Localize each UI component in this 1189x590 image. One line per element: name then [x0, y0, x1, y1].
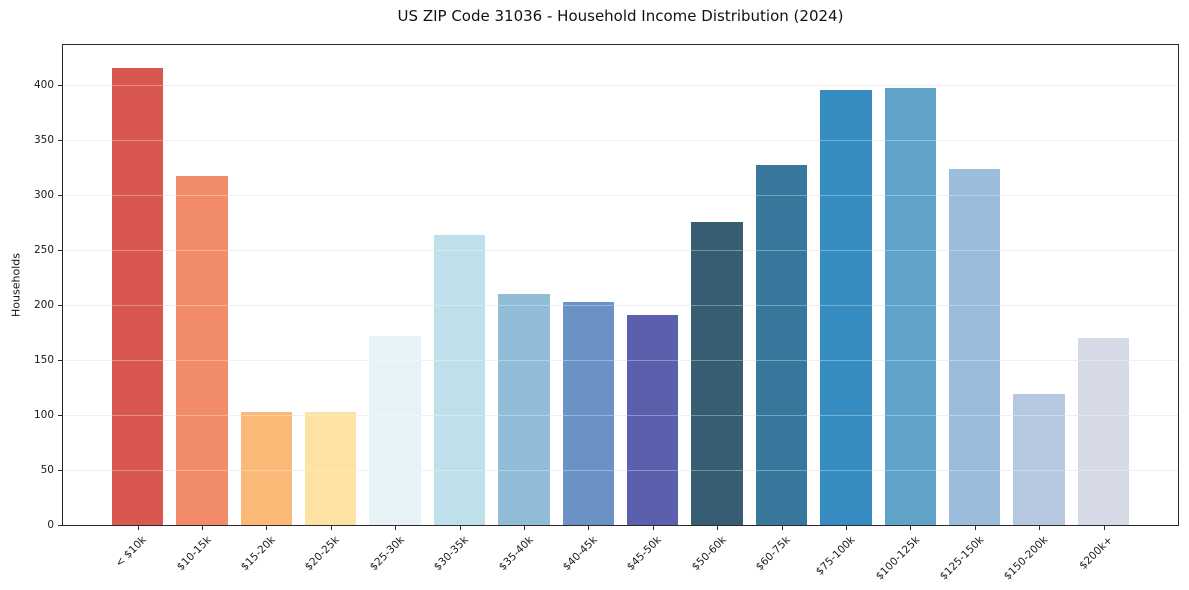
x-tick-mark	[974, 526, 976, 530]
gridline-overlay-y300	[63, 194, 1178, 196]
x-tick-label: $100-125k	[873, 534, 922, 583]
bar-7	[498, 293, 550, 525]
y-tick-mark	[58, 304, 62, 306]
x-tick-mark	[588, 526, 590, 530]
x-tick-label: $45-50k	[625, 534, 665, 574]
y-tick-mark	[58, 469, 62, 471]
x-tick-mark	[1103, 526, 1105, 530]
y-tick-mark	[58, 359, 62, 361]
x-tick-label: $150-200k	[1002, 534, 1051, 583]
y-tick-label: 200	[33, 298, 54, 311]
y-tick-mark	[58, 84, 62, 86]
gridline-overlay-y50	[63, 469, 1178, 471]
x-tick-mark	[201, 526, 203, 530]
bar-2	[176, 176, 228, 525]
y-axis-label: Households	[9, 253, 23, 317]
bar-16	[1077, 337, 1130, 525]
bar-12	[820, 90, 872, 525]
y-tick-mark	[58, 414, 62, 416]
x-tick-label: $30-35k	[431, 534, 471, 574]
y-tick-label: 300	[33, 188, 54, 201]
x-tick-label: $20-25k	[303, 534, 343, 574]
y-tick-label: 0	[47, 519, 54, 531]
x-tick-mark	[845, 526, 847, 530]
x-tick-label: $125-150k	[937, 534, 987, 583]
bar-4	[304, 411, 357, 525]
y-tick-label: 150	[33, 353, 54, 366]
x-tick-mark	[459, 526, 461, 530]
x-tick-label: $25-30k	[367, 534, 407, 574]
bar-14	[948, 169, 1001, 525]
bar-3	[240, 411, 293, 525]
x-tick-label: < $10k	[113, 534, 149, 570]
x-tick-mark	[523, 526, 525, 530]
gridline-overlay-y100	[63, 414, 1178, 416]
bar-9	[626, 314, 679, 525]
bar-13	[884, 87, 937, 525]
x-tick-mark	[395, 526, 397, 530]
y-tick-label: 350	[33, 133, 54, 146]
x-tick-mark	[266, 526, 268, 530]
bar-11	[755, 165, 808, 525]
x-tick-label: $15-20k	[238, 534, 278, 574]
x-tick-mark	[781, 526, 783, 530]
x-tick-mark	[717, 526, 719, 530]
y-tick-mark	[58, 249, 62, 251]
gridline-y50	[63, 469, 1178, 471]
x-tick-label: $75-100k	[813, 534, 858, 578]
gridline-y150	[63, 359, 1178, 361]
bar-8	[562, 301, 615, 525]
gridline-y350	[63, 139, 1178, 141]
plot-area: 0 50 100 150 200 250 300 350 400 < $10k $10-15k $15…	[34, 44, 1179, 583]
x-tick-mark	[330, 526, 332, 530]
gridline-y250	[63, 249, 1178, 251]
bar-15	[1013, 394, 1065, 525]
gridline-y400	[63, 84, 1178, 86]
gridline-y200	[63, 304, 1178, 306]
y-tick-label: 50	[40, 463, 54, 476]
y-tick-mark	[58, 525, 62, 526]
gridline-overlay-y200	[63, 304, 1178, 306]
x-tick-label: $10-15k	[174, 534, 214, 574]
y-tick-label: 400	[33, 78, 54, 91]
y-tick-mark	[58, 139, 62, 141]
bar-1	[111, 68, 164, 525]
x-tick-mark	[652, 526, 654, 530]
x-tick-label: $60-75k	[753, 534, 793, 574]
gridline-overlay-y400	[63, 84, 1178, 86]
y-tick-label: 250	[33, 243, 54, 256]
gridline-y300	[63, 194, 1178, 196]
x-tick-label: $40-45k	[560, 534, 600, 574]
gridline-overlay-y350	[63, 139, 1178, 141]
x-tick-label: $35-40k	[496, 534, 536, 574]
x-tick-label: $50-60k	[689, 534, 729, 574]
gridline-y100	[63, 414, 1178, 416]
y-tick-mark	[58, 194, 62, 196]
bar-6	[433, 235, 486, 525]
x-tick-mark	[910, 526, 912, 530]
bar-10	[691, 222, 743, 525]
x-tick-mark	[137, 526, 139, 530]
bar-5	[369, 335, 421, 525]
gridline-overlay-y250	[63, 249, 1178, 251]
x-tick-mark	[1039, 526, 1041, 530]
gridline-overlay-y150	[63, 359, 1178, 361]
chart-title: US ZIP Code 31036 - Household Income Dis…	[397, 7, 844, 25]
y-tick-label: 100	[33, 408, 54, 421]
x-tick-label: $200k+	[1077, 534, 1115, 572]
